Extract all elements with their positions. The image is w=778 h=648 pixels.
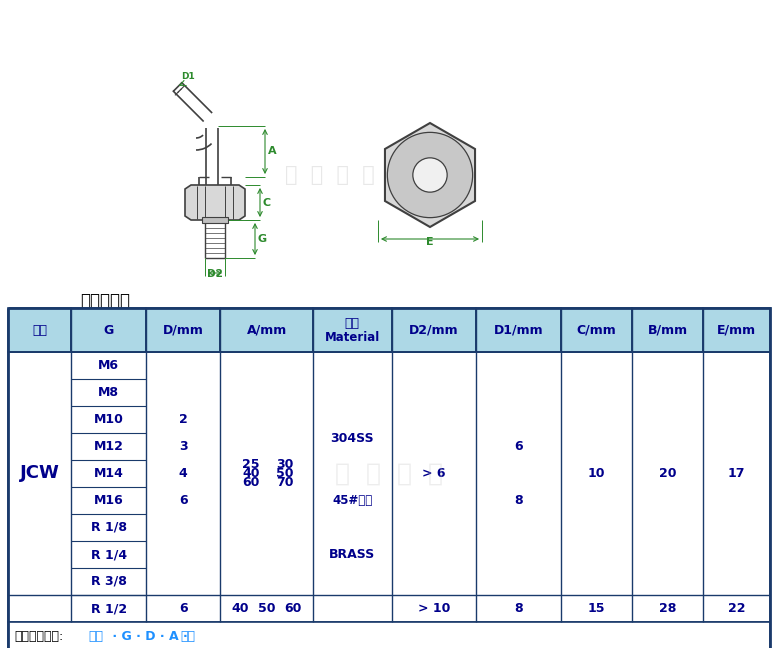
FancyBboxPatch shape bbox=[145, 308, 220, 352]
Text: A: A bbox=[268, 146, 277, 157]
Text: 60: 60 bbox=[284, 602, 301, 615]
FancyBboxPatch shape bbox=[8, 308, 72, 352]
Text: M8: M8 bbox=[98, 386, 119, 399]
Text: M16: M16 bbox=[93, 494, 124, 507]
Text: 15: 15 bbox=[588, 602, 605, 615]
Circle shape bbox=[413, 158, 447, 192]
Text: E/mm: E/mm bbox=[717, 323, 756, 336]
Text: 2: 2 bbox=[179, 413, 187, 426]
Text: 4: 4 bbox=[179, 467, 187, 480]
FancyBboxPatch shape bbox=[313, 308, 391, 352]
Text: R 1/4: R 1/4 bbox=[90, 548, 127, 561]
Text: 10: 10 bbox=[588, 467, 605, 480]
Text: 17: 17 bbox=[728, 467, 745, 480]
Text: D2/mm: D2/mm bbox=[409, 323, 459, 336]
Circle shape bbox=[387, 132, 473, 218]
Text: > 10: > 10 bbox=[418, 602, 450, 615]
Text: 3: 3 bbox=[179, 440, 187, 453]
Text: M14: M14 bbox=[93, 467, 124, 480]
Text: BRASS: BRASS bbox=[329, 548, 375, 561]
Text: D1: D1 bbox=[181, 72, 195, 81]
Text: M6: M6 bbox=[98, 359, 119, 372]
FancyBboxPatch shape bbox=[220, 308, 313, 352]
FancyBboxPatch shape bbox=[561, 308, 633, 352]
Text: 20: 20 bbox=[659, 467, 676, 480]
Text: 40: 40 bbox=[242, 467, 260, 480]
Polygon shape bbox=[385, 123, 475, 227]
Text: 鑫  盛  喷  雾: 鑫 盛 喷 雾 bbox=[335, 461, 443, 485]
Text: · G · D · A ·: · G · D · A · bbox=[108, 629, 187, 643]
Text: 6: 6 bbox=[514, 440, 523, 453]
Text: G: G bbox=[258, 234, 267, 244]
Text: 6: 6 bbox=[179, 602, 187, 615]
Text: C/mm: C/mm bbox=[576, 323, 616, 336]
Text: 22: 22 bbox=[728, 602, 745, 615]
Text: M12: M12 bbox=[93, 440, 124, 453]
FancyBboxPatch shape bbox=[8, 352, 770, 622]
Text: 8: 8 bbox=[514, 602, 523, 615]
Text: 8: 8 bbox=[514, 494, 523, 507]
Text: 弯管式参数: 弯管式参数 bbox=[80, 292, 130, 310]
FancyBboxPatch shape bbox=[391, 308, 476, 352]
Text: R 3/8: R 3/8 bbox=[91, 575, 127, 588]
Text: 50: 50 bbox=[258, 602, 275, 615]
FancyBboxPatch shape bbox=[202, 217, 228, 223]
FancyBboxPatch shape bbox=[72, 308, 145, 352]
Text: 25: 25 bbox=[242, 458, 260, 471]
Text: 60: 60 bbox=[242, 476, 260, 489]
FancyBboxPatch shape bbox=[476, 308, 561, 352]
FancyBboxPatch shape bbox=[703, 308, 770, 352]
Polygon shape bbox=[185, 185, 245, 220]
Text: 材质: 材质 bbox=[180, 629, 195, 643]
Text: R 1/8: R 1/8 bbox=[90, 521, 127, 534]
Text: A/mm: A/mm bbox=[247, 323, 286, 336]
Text: D1/mm: D1/mm bbox=[494, 323, 544, 336]
Text: G: G bbox=[103, 323, 114, 336]
Text: D/mm: D/mm bbox=[163, 323, 204, 336]
Text: JCW: JCW bbox=[19, 465, 60, 483]
Text: 30: 30 bbox=[276, 458, 294, 471]
Text: 6: 6 bbox=[179, 494, 187, 507]
Text: Material: Material bbox=[324, 331, 380, 345]
FancyBboxPatch shape bbox=[633, 308, 703, 352]
Text: 订购信息示范:: 订购信息示范: bbox=[14, 629, 63, 643]
Text: 45#黑色: 45#黑色 bbox=[332, 494, 373, 507]
Text: R 1/2: R 1/2 bbox=[90, 602, 127, 615]
Text: 50: 50 bbox=[276, 467, 294, 480]
Text: E: E bbox=[426, 237, 434, 247]
Text: 304SS: 304SS bbox=[331, 432, 374, 445]
Text: 70: 70 bbox=[276, 476, 294, 489]
Text: 28: 28 bbox=[659, 602, 676, 615]
Text: 鑫  盛  喷  雾: 鑫 盛 喷 雾 bbox=[285, 165, 375, 185]
Text: D2: D2 bbox=[207, 269, 223, 279]
Text: B/mm: B/mm bbox=[647, 323, 688, 336]
Text: 型号: 型号 bbox=[32, 323, 47, 336]
Text: 材质: 材质 bbox=[345, 317, 359, 330]
Text: 40: 40 bbox=[232, 602, 250, 615]
Text: > 6: > 6 bbox=[422, 467, 446, 480]
Text: C: C bbox=[263, 198, 271, 207]
Text: 型号: 型号 bbox=[88, 629, 103, 643]
FancyBboxPatch shape bbox=[8, 622, 770, 648]
Text: M10: M10 bbox=[93, 413, 124, 426]
